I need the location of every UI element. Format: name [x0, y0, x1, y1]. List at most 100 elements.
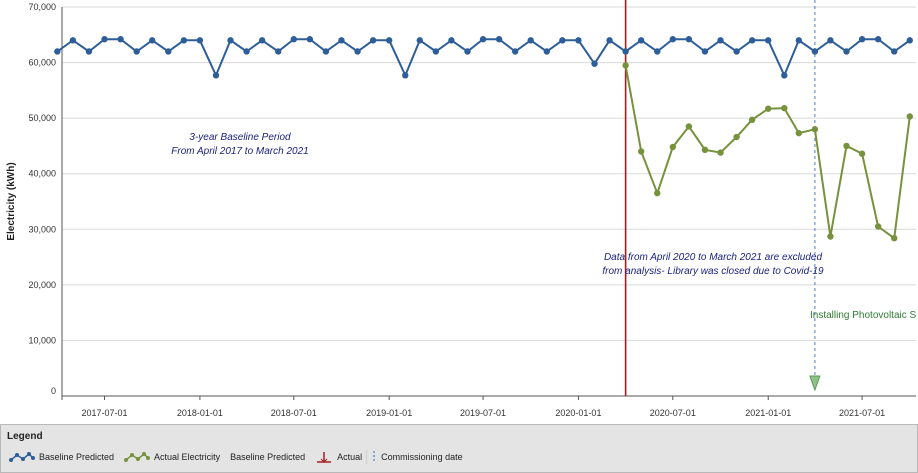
commissioning-arrow-icon [809, 375, 821, 392]
annotation-baseline-period: From April 2017 to March 2021 [171, 146, 308, 157]
data-point [559, 37, 566, 44]
data-point [654, 48, 661, 55]
data-point [669, 143, 677, 151]
data-point [495, 36, 503, 43]
data-point [669, 36, 677, 43]
x-tick-label: 2018-01-01 [177, 408, 223, 418]
data-point [432, 48, 440, 55]
data-point [149, 37, 156, 44]
data-point [622, 62, 629, 69]
data-point [322, 48, 330, 55]
data-point [765, 105, 772, 112]
data-point [290, 36, 297, 43]
data-point [748, 37, 756, 44]
data-point [180, 37, 188, 44]
data-point [622, 48, 629, 55]
x-tick-label: 2019-07-01 [460, 408, 506, 418]
data-point [637, 37, 645, 44]
legend-item-actual-electricity[interactable]: Actual Electricity [124, 450, 220, 464]
y-tick-label: 40,000 [28, 169, 56, 179]
data-point [858, 150, 866, 157]
legend-item-commissioning-date[interactable]: Commissioning date [371, 450, 463, 464]
data-point [717, 37, 724, 44]
data-point [212, 72, 220, 79]
legend-item-baseline-predicted[interactable]: Baseline Predicted [9, 450, 114, 464]
data-point [258, 37, 266, 44]
annotation-pv-note: Installing Photovoltaic S [810, 310, 917, 321]
legend-title: Legend [7, 431, 43, 442]
annotation-covid-note: Data from April 2020 to March 2021 are e… [604, 252, 823, 263]
data-point [464, 48, 471, 55]
data-point [717, 149, 724, 156]
annotation-covid-note: from analysis- Library was closed due to… [602, 266, 824, 277]
legend-label: Commissioning date [381, 452, 463, 462]
legend-items: Baseline Predicted Actual Electricity Ba… [9, 449, 473, 465]
data-point [402, 72, 409, 79]
data-point [527, 37, 534, 44]
series-line-actual-electricity [624, 65, 911, 241]
legend-label: Actual Electricity [154, 452, 221, 462]
legend-item-baseline-predicted-marker[interactable]: Baseline Predicted [230, 452, 305, 462]
legend-separator [366, 450, 368, 464]
data-point [811, 48, 819, 55]
data-point [701, 48, 709, 55]
data-point [385, 37, 393, 44]
x-tick-label: 2020-01-01 [555, 408, 601, 418]
y-tick-label: 20,000 [28, 280, 56, 290]
data-point [448, 37, 455, 44]
data-point [765, 37, 772, 44]
x-tick-label: 2021-01-01 [745, 408, 791, 418]
data-point [369, 37, 377, 44]
data-point [416, 37, 423, 44]
x-tick-label: 2018-07-01 [271, 408, 317, 418]
data-point [874, 223, 882, 230]
data-point [338, 37, 345, 44]
x-tick-label: 2019-01-01 [366, 408, 412, 418]
x-tick-label: 2021-07-01 [839, 408, 885, 418]
data-point [117, 36, 124, 43]
legend-item-actual[interactable]: Actual [315, 450, 362, 464]
y-tick-label: 0 [51, 386, 56, 396]
data-point [906, 113, 913, 120]
blue-dashed-line-icon [373, 451, 375, 463]
data-point [781, 72, 788, 79]
data-point [891, 48, 898, 55]
data-point [165, 48, 172, 55]
y-tick-label: 10,000 [28, 335, 56, 345]
x-tick-label: 2020-07-01 [650, 408, 696, 418]
legend-panel: Legend Baseline Predicted Actual Electri… [0, 424, 918, 473]
legend-label: Actual [337, 452, 363, 462]
data-point [243, 48, 250, 55]
data-point [196, 37, 204, 44]
data-point [843, 48, 850, 55]
data-point [69, 37, 77, 44]
data-point [275, 48, 282, 55]
data-point [543, 48, 551, 55]
series-line-baseline-predicted [56, 38, 911, 78]
y-tick-label: 70,000 [28, 2, 56, 12]
data-point [637, 148, 645, 155]
data-point [733, 48, 740, 55]
data-point [654, 189, 661, 197]
annotation-baseline-period: 3-year Baseline Period [189, 132, 291, 143]
blue-line-marker-icon [9, 452, 35, 462]
data-point [701, 146, 709, 154]
data-point [874, 36, 882, 43]
data-point [479, 36, 487, 43]
data-point [795, 37, 803, 44]
red-vertical-marker-icon [317, 452, 332, 463]
y-axis-label: Electricity (kWh) [6, 162, 17, 240]
data-point [85, 48, 93, 55]
data-point [795, 129, 803, 137]
data-point [101, 36, 108, 43]
data-point [227, 37, 234, 44]
data-point [858, 36, 866, 43]
data-point [843, 142, 850, 150]
data-point [733, 133, 740, 141]
data-point [54, 48, 61, 55]
data-point [575, 37, 582, 44]
data-point [811, 126, 819, 133]
data-point [781, 104, 788, 112]
data-point [133, 48, 140, 55]
data-point [891, 234, 898, 242]
